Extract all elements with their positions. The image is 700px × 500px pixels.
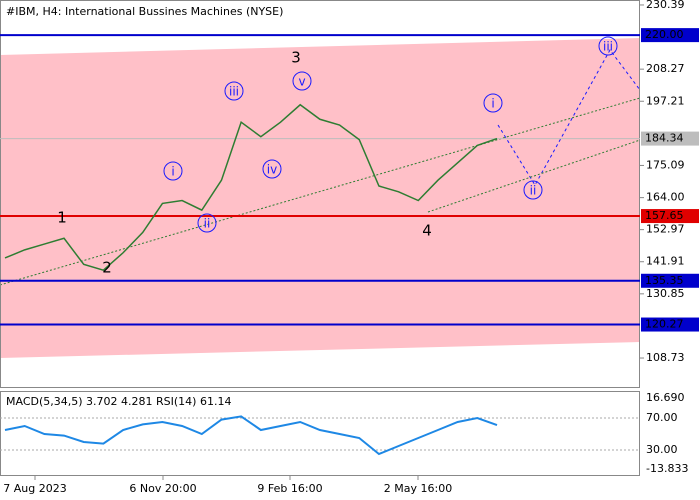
wave-label: v <box>298 75 305 89</box>
level-tag <box>641 273 699 288</box>
macd-tick-label: 16.690 <box>646 391 685 404</box>
main-frame <box>0 0 640 388</box>
channel <box>0 38 640 358</box>
level-label: 220.00 <box>645 28 684 41</box>
y-tick-label: 152.97 <box>646 223 685 236</box>
level-tag <box>641 209 699 224</box>
wave-label: 3 <box>291 49 301 67</box>
level-label: 120.27 <box>645 318 684 331</box>
y-tick-label: 197.21 <box>646 94 685 107</box>
indicator-frame <box>0 391 640 476</box>
wave-label: i <box>171 165 174 179</box>
y-tick-label: 208.27 <box>646 62 685 75</box>
wave-circle <box>598 36 618 56</box>
level-tag <box>641 28 699 43</box>
x-tick-label: 2 May 16:00 <box>384 482 452 495</box>
wave-circle <box>523 180 543 200</box>
y-tick-label: 230.39 <box>646 0 685 11</box>
rsi-line <box>4 415 498 456</box>
wave-label: 1 <box>57 209 67 227</box>
trend-line <box>0 97 641 286</box>
x-tick-label: 6 Nov 20:00 <box>129 482 196 495</box>
y-tick-label: 175.09 <box>646 158 685 171</box>
x-tick-label: 9 Feb 16:00 <box>257 482 322 495</box>
wave-label: 4 <box>422 222 432 240</box>
wave-circle <box>197 213 217 233</box>
wave-label: iv <box>267 163 277 177</box>
x-tick-label: 7 Aug 2023 <box>3 482 66 495</box>
level-label: 135.35 <box>645 274 684 287</box>
rsi-tick-label: 70.00 <box>646 411 678 424</box>
trend-line <box>427 139 641 213</box>
macd-tick-label: -13.833 <box>646 462 688 475</box>
level-label: 157.65 <box>645 209 684 222</box>
level-tag <box>641 131 699 146</box>
wave-circle <box>262 159 282 179</box>
wave-circle <box>483 93 503 113</box>
y-tick-label: 164.00 <box>646 191 685 204</box>
wave-circle <box>163 161 183 181</box>
wave-label: iii <box>229 85 239 99</box>
level-tag <box>641 317 699 332</box>
chart-title: #IBM, H4: International Bussines Machine… <box>6 5 283 18</box>
wave-circle <box>224 81 244 101</box>
y-tick-label: 141.91 <box>646 255 685 268</box>
wave-label: ii <box>204 217 211 231</box>
indicator-label: MACD(5,34,5) 3.702 4.281 RSI(14) 61.14 <box>6 395 231 408</box>
level-label: 184.34 <box>645 132 684 145</box>
wave-circle <box>292 71 312 91</box>
price-line <box>4 103 498 272</box>
wave-label: 2 <box>102 259 112 277</box>
y-tick-label: 130.85 <box>646 287 685 300</box>
wave-label: ii <box>530 184 537 198</box>
wave-label: i <box>491 97 494 111</box>
y-tick-label: 108.73 <box>646 351 685 364</box>
wave-label: iii <box>603 40 613 54</box>
rsi-tick-label: 30.00 <box>646 443 678 456</box>
